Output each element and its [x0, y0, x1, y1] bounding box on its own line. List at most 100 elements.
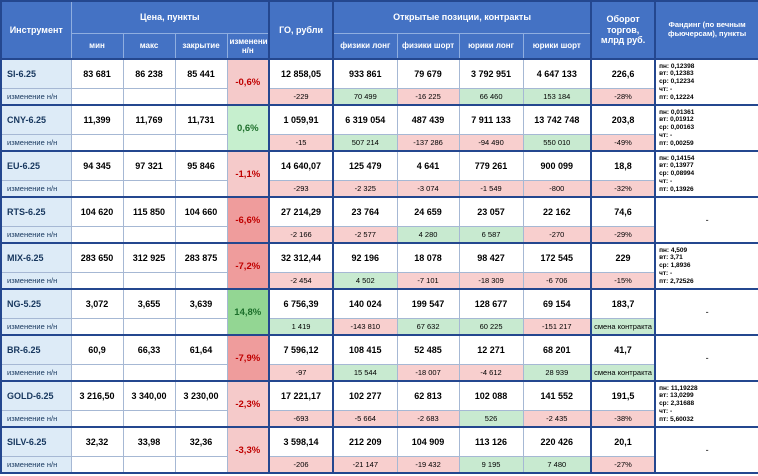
- instrument-main-row: SI-6.25 83 681 86 238 85 441 -0,6% 12 85…: [0, 58, 758, 106]
- turnover-change: -29%: [590, 225, 656, 244]
- funding-line: пт: 5,60032: [659, 415, 694, 423]
- go-value: 32 312,44: [268, 242, 334, 273]
- funding-cell: пн: 11,19228 вт: 13,0299 ср: 2,31688 чт: -п…: [654, 380, 758, 428]
- jur-long-value: 113 126: [458, 426, 524, 457]
- instrument-main-row: MIX-6.25 283 650 312 925 283 875 -7,2% 3…: [0, 242, 758, 290]
- empty-cell: [70, 271, 124, 290]
- jur-short-value: 68 201: [522, 334, 592, 365]
- fiz-long-value: 108 415: [332, 334, 398, 365]
- instrument-change-row: изменение н/н -15 507 214 -137 286 -94 4…: [0, 133, 758, 152]
- funding-line: ср: 2,31688: [659, 400, 695, 408]
- instrument-change-row: изменение н/н -293 -2 325 -3 074 -1 549 …: [0, 179, 758, 198]
- fiz-short-value: 18 078: [396, 242, 460, 273]
- fiz-long-change: -5 664: [332, 409, 398, 428]
- header-max: макс: [122, 32, 176, 60]
- jur-long-value: 3 792 951: [458, 58, 524, 89]
- empty-cell: [70, 455, 124, 474]
- jur-long-value: 779 261: [458, 150, 524, 181]
- price-max: 3,655: [122, 288, 176, 319]
- jur-short-change: -151 217: [522, 317, 592, 336]
- header-positions-group: Открытые позиции, контракты: [332, 0, 592, 34]
- turnover-value: 41,7: [590, 334, 656, 365]
- turnover-value: 18,8: [590, 150, 656, 181]
- jur-long-change: -1 549: [458, 179, 524, 198]
- empty-cell: [174, 87, 228, 106]
- funding-line: вт: 0,13977: [659, 162, 694, 170]
- header-turnover: Оборот торгов, млрд руб.: [590, 0, 656, 60]
- price-change-wow: -1,1%: [226, 150, 270, 198]
- price-min: 283 650: [70, 242, 124, 273]
- price-change-wow: 14,8%: [226, 288, 270, 336]
- go-change: -206: [268, 455, 334, 474]
- price-max: 97 321: [122, 150, 176, 181]
- empty-cell: [174, 271, 228, 290]
- jur-short-value: 4 647 133: [522, 58, 592, 89]
- funding-line: пт: 0,12224: [659, 93, 694, 101]
- price-change-wow: -2,3%: [226, 380, 270, 428]
- jur-short-value: 13 742 748: [522, 104, 592, 135]
- price-min: 32,32: [70, 426, 124, 457]
- empty-cell: [122, 271, 176, 290]
- empty-cell: [70, 225, 124, 244]
- fiz-short-value: 199 547: [396, 288, 460, 319]
- header-min: мин: [70, 32, 124, 60]
- price-close: 104 660: [174, 196, 228, 227]
- instrument-change-row: изменение н/н -2 454 4 502 -7 101 -18 30…: [0, 271, 758, 290]
- turnover-change: -15%: [590, 271, 656, 290]
- empty-cell: [174, 363, 228, 382]
- funding-line: чт: -: [659, 177, 673, 185]
- instrument-main-row: SILV-6.25 32,32 33,98 32,36 -3,3% 3 598,…: [0, 426, 758, 474]
- price-close: 3,639: [174, 288, 228, 319]
- price-min: 3,072: [70, 288, 124, 319]
- change-row-label: изменение н/н: [0, 87, 72, 106]
- go-change: -15: [268, 133, 334, 152]
- price-min: 83 681: [70, 58, 124, 89]
- fiz-short-value: 79 679: [396, 58, 460, 89]
- fiz-long-value: 6 319 054: [332, 104, 398, 135]
- price-min: 94 345: [70, 150, 124, 181]
- funding-line: пн: 0,14154: [659, 154, 695, 162]
- fiz-short-change: -7 101: [396, 271, 460, 290]
- table-body: SI-6.25 83 681 86 238 85 441 -0,6% 12 85…: [0, 58, 758, 474]
- change-row-label: изменение н/н: [0, 133, 72, 152]
- instrument-name: NG-5.25: [0, 288, 72, 319]
- go-value: 12 858,05: [268, 58, 334, 89]
- turnover-value: 74,6: [590, 196, 656, 227]
- header-instrument: Инструмент: [0, 0, 72, 60]
- empty-cell: [122, 133, 176, 152]
- turnover-value: 191,5: [590, 380, 656, 411]
- funding-line: чт: -: [659, 131, 673, 139]
- funding-line: пт: 0,00259: [659, 139, 694, 147]
- fiz-short-change: -19 432: [396, 455, 460, 474]
- instrument-main-row: NG-5.25 3,072 3,655 3,639 14,8% 6 756,39…: [0, 288, 758, 336]
- fiz-short-change: -3 074: [396, 179, 460, 198]
- jur-short-value: 220 426: [522, 426, 592, 457]
- instrument-change-row: изменение н/н -97 15 544 -18 007 -4 612 …: [0, 363, 758, 382]
- funding-cell: пн: 4,509 вт: 3,71 ср: 1,8936 чт: - пт: 2,72…: [654, 242, 758, 290]
- go-change: -2 166: [268, 225, 334, 244]
- fiz-long-value: 102 277: [332, 380, 398, 411]
- go-value: 17 221,17: [268, 380, 334, 411]
- turnover-change: -38%: [590, 409, 656, 428]
- fiz-long-change: -2 577: [332, 225, 398, 244]
- empty-cell: [174, 317, 228, 336]
- price-close: 11,731: [174, 104, 228, 135]
- instrument-change-row: изменение н/н -693 -5 664 -2 683 526 -2 …: [0, 409, 758, 428]
- go-change: -97: [268, 363, 334, 382]
- fiz-long-value: 23 764: [332, 196, 398, 227]
- fiz-long-change: 15 544: [332, 363, 398, 382]
- turnover-change: смена контракта: [590, 317, 656, 336]
- turnover-change: -49%: [590, 133, 656, 152]
- price-min: 104 620: [70, 196, 124, 227]
- fiz-short-value: 52 485: [396, 334, 460, 365]
- price-max: 115 850: [122, 196, 176, 227]
- fiz-long-value: 92 196: [332, 242, 398, 273]
- funding-line: пн: 0,12398: [659, 62, 695, 70]
- change-row-label: изменение н/н: [0, 225, 72, 244]
- price-max: 3 340,00: [122, 380, 176, 411]
- instrument-name: GOLD-6.25: [0, 380, 72, 411]
- jur-short-change: -2 435: [522, 409, 592, 428]
- empty-cell: [70, 87, 124, 106]
- instrument-main-row: CNY-6.25 11,399 11,769 11,731 0,6% 1 059…: [0, 104, 758, 152]
- funding-line: вт: 0,12383: [659, 70, 694, 78]
